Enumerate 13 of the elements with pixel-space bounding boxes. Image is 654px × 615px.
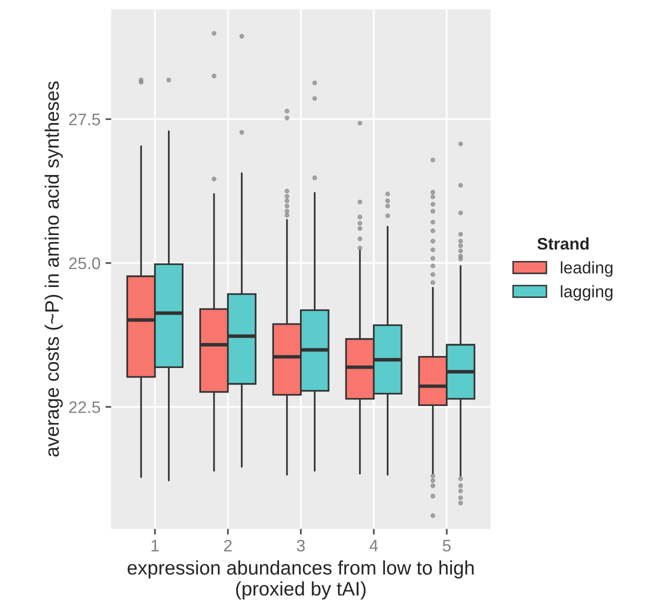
legend-title: Strand (537, 237, 589, 250)
x-tick-label: 1 (152, 540, 159, 552)
y-tick-label: 27.5 (69, 114, 100, 126)
y-tick-label: 22.5 (69, 401, 100, 414)
legend-label: lagging (560, 285, 612, 301)
y-tick-label: 25.0 (69, 257, 100, 270)
x-tick-label: 2 (224, 540, 232, 552)
x-tick-label: 3 (296, 540, 305, 552)
y-axis-title: average costs (~P) in amino acid syntheses (44, 81, 63, 457)
legend-label: leading (560, 261, 612, 277)
x-tick-label: 4 (370, 540, 378, 552)
x-axis-title: expression abundances from low to high (proxied by tAI) (128, 560, 474, 600)
x-tick-label: 5 (442, 540, 451, 552)
